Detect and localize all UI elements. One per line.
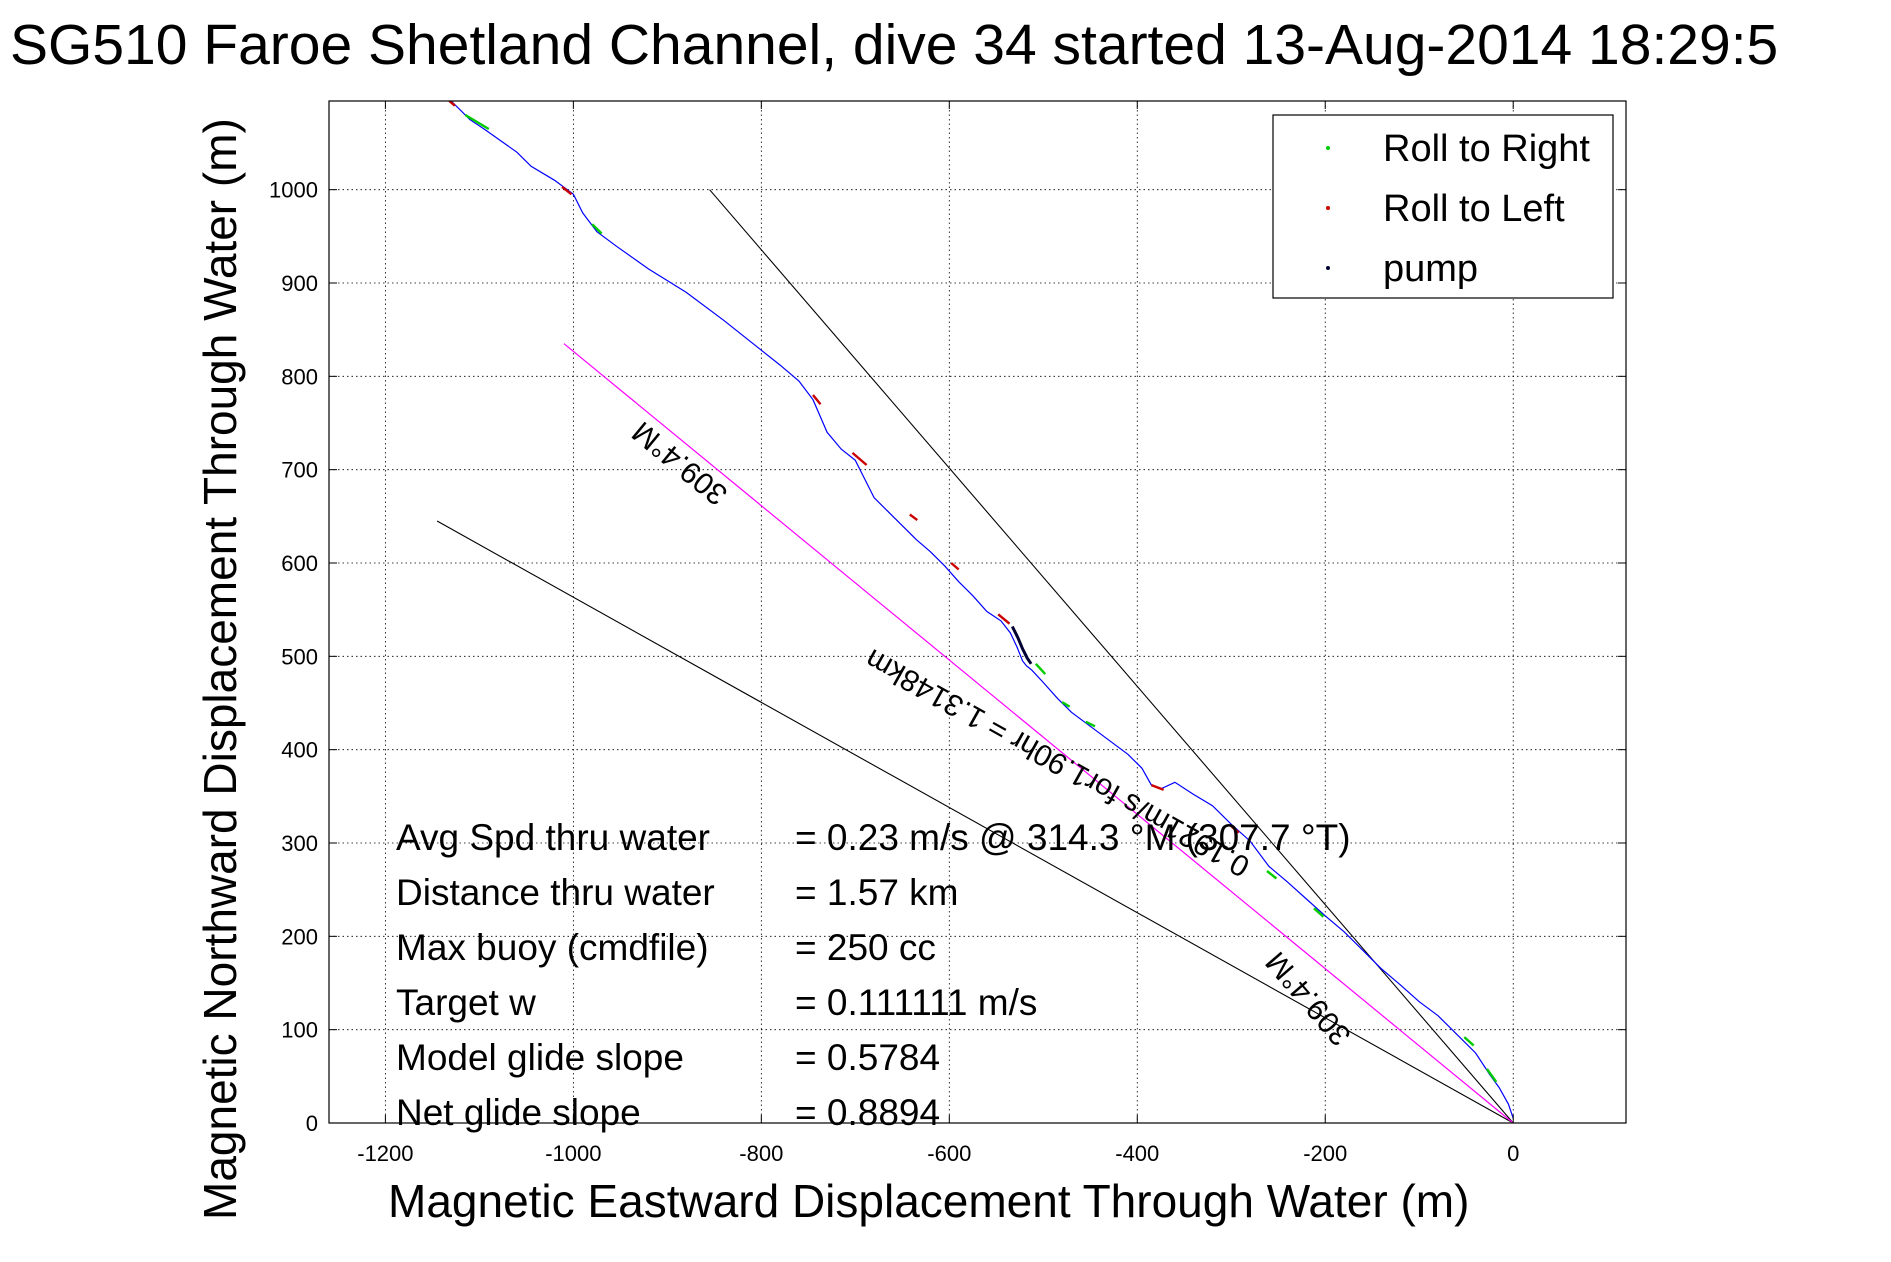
stat-label: Distance thru water — [396, 872, 715, 913]
pump-segment — [1010, 625, 1033, 665]
stat-label: Max buoy (cmdfile) — [396, 927, 709, 968]
x-axis-label: Magnetic Eastward Displacement Through W… — [388, 1175, 1469, 1227]
roll-left-segment — [812, 394, 822, 406]
roll-left-segment — [1230, 825, 1240, 834]
roll-right-segment — [1485, 1068, 1498, 1083]
chart-title: SG510 Faroe Shetland Channel, dive 34 st… — [10, 13, 1778, 77]
stat-label: Model glide slope — [396, 1037, 684, 1078]
stat-value: = 1.57 km — [795, 872, 959, 913]
roll-left-segment — [950, 562, 960, 571]
legend-label: Roll to Left — [1383, 188, 1565, 230]
y-tick-label: 800 — [281, 364, 318, 389]
x-tick-label: -1000 — [545, 1141, 601, 1166]
stat-value: = 250 cc — [795, 927, 936, 968]
stat-value: = 0.5784 — [795, 1037, 940, 1078]
y-tick-label: 300 — [281, 831, 318, 856]
roll-left-segment — [997, 613, 1011, 625]
x-tick-label: 0 — [1507, 1141, 1519, 1166]
plot-frame — [328, 100, 1627, 1124]
roll-left-segment — [1150, 783, 1165, 791]
legend-marker — [1326, 146, 1330, 150]
dive-track-line — [450, 100, 1514, 1119]
roll-right-segment — [1313, 907, 1325, 918]
y-tick-label: 600 — [281, 551, 318, 576]
roll-right-segment — [1061, 701, 1071, 708]
reference-line — [436, 520, 1514, 1124]
track-layer — [448, 100, 1514, 1119]
y-tick-label: 900 — [281, 271, 318, 296]
y-tick-label: 0 — [306, 1111, 318, 1136]
roll-left-segment — [561, 185, 573, 196]
roll-right-segment — [464, 113, 490, 131]
y-tick-label: 700 — [281, 458, 318, 483]
legend-label: pump — [1383, 248, 1478, 290]
stat-value: = 0.8894 — [795, 1092, 940, 1133]
roll-left-segment — [909, 513, 919, 522]
axis-ticks: -1200 -1000 -800 -600 -400 -200 0 0 100 200 300 400… — [269, 101, 1626, 1166]
stat-value: = 0.23 m/s @ 314.3 °M (307.7 °T) — [795, 817, 1351, 858]
stats-block: Avg Spd thru water = 0.23 m/s @ 314.3 °M … — [396, 817, 1351, 1133]
legend: Roll to Right Roll to Left pump — [1272, 114, 1614, 299]
stat-value: = 0.111111 m/s — [795, 982, 1037, 1023]
stat-label: Target w — [396, 982, 536, 1023]
x-tick-label: -1200 — [357, 1141, 413, 1166]
roll-right-segment — [591, 223, 603, 235]
legend-label: Roll to Right — [1383, 128, 1590, 170]
y-axis-label: Magnetic Northward Displacement Through … — [194, 118, 246, 1220]
y-tick-label: 200 — [281, 924, 318, 949]
y-tick-label: 400 — [281, 738, 318, 763]
y-tick-label: 500 — [281, 644, 318, 669]
stat-label: Avg Spd thru water — [396, 817, 710, 858]
y-tick-label: 1000 — [269, 178, 318, 203]
y-tick-label: 100 — [281, 1018, 318, 1043]
x-tick-label: -600 — [927, 1141, 971, 1166]
x-tick-label: -800 — [739, 1141, 783, 1166]
roll-right-segment — [1034, 662, 1047, 675]
stat-label: Net glide slope — [396, 1092, 641, 1133]
roll-left-segment — [448, 100, 456, 107]
legend-marker — [1326, 206, 1330, 210]
roll-left-segment — [851, 451, 868, 466]
roll-right-segment — [1463, 1036, 1475, 1047]
roll-right-segment — [1266, 870, 1278, 880]
x-tick-label: -400 — [1115, 1141, 1159, 1166]
legend-marker — [1326, 266, 1330, 270]
x-tick-label: -200 — [1303, 1141, 1347, 1166]
roll-right-segment — [1085, 720, 1096, 728]
heading-line — [563, 343, 1514, 1124]
